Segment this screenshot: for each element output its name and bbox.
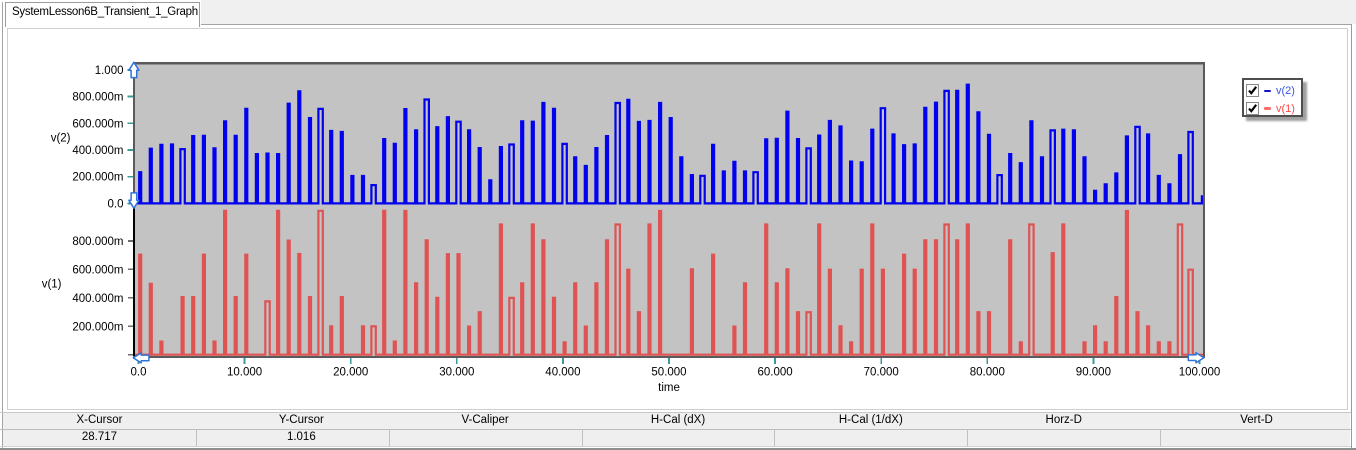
svg-text:400.000m: 400.000m bbox=[72, 145, 123, 157]
svg-text:0.0: 0.0 bbox=[108, 198, 124, 210]
svg-text:60.000: 60.000 bbox=[758, 367, 793, 379]
svg-text:1.000: 1.000 bbox=[95, 65, 124, 77]
svg-text:600.000m: 600.000m bbox=[72, 264, 123, 276]
svg-text:400.000m: 400.000m bbox=[72, 293, 123, 305]
svg-text:90.000: 90.000 bbox=[1076, 367, 1111, 379]
svg-text:800.000m: 800.000m bbox=[72, 92, 123, 104]
svg-text:30.000: 30.000 bbox=[439, 367, 474, 379]
svg-text:time: time bbox=[658, 382, 680, 394]
svg-text:20.000: 20.000 bbox=[333, 367, 368, 379]
svg-text:200.000m: 200.000m bbox=[72, 172, 123, 184]
svg-text:70.000: 70.000 bbox=[864, 367, 899, 379]
svg-text:40.000: 40.000 bbox=[545, 367, 580, 379]
svg-text:100.000: 100.000 bbox=[1179, 367, 1221, 379]
svg-text:50.000: 50.000 bbox=[651, 367, 686, 379]
svg-text:80.000: 80.000 bbox=[970, 367, 1005, 379]
svg-text:0.0: 0.0 bbox=[131, 367, 147, 379]
svg-text:10.000: 10.000 bbox=[227, 367, 262, 379]
svg-text:600.000m: 600.000m bbox=[72, 118, 123, 130]
svg-text:200.000m: 200.000m bbox=[72, 321, 123, 333]
svg-text:v(2): v(2) bbox=[51, 133, 71, 145]
svg-text:v(1): v(1) bbox=[42, 279, 62, 291]
svg-text:800.000m: 800.000m bbox=[72, 236, 123, 248]
